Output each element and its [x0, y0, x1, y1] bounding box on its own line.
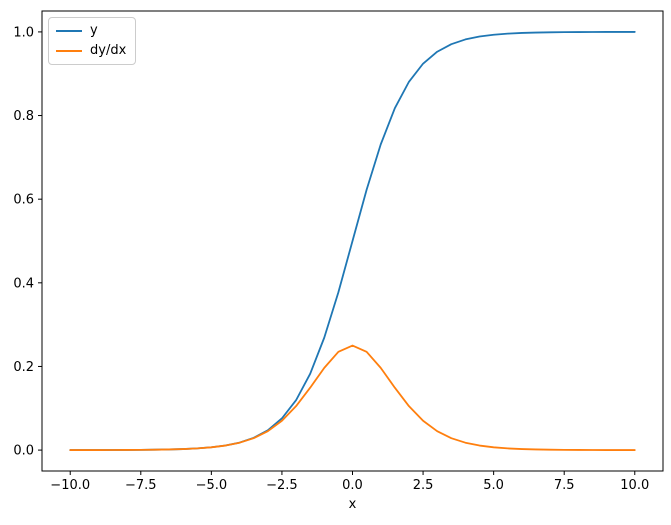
tick-layer: −10.0 −7.5 −5.0 −2.5 0.0 2.5 5.0 7.5 10.0 0.0 0.2 0…: [13, 25, 649, 493]
y-tick-label: 0.8: [13, 109, 34, 124]
legend-label-y: y: [90, 23, 98, 38]
x-tick-label: 0.0: [342, 478, 363, 493]
legend-swatch-dydx: [56, 50, 82, 52]
x-tick-label: 5.0: [483, 478, 504, 493]
x-tick-label: 7.5: [554, 478, 575, 493]
y-tick-label: 0.2: [13, 360, 34, 375]
legend: y dy/dx: [48, 17, 137, 65]
x-tick-label: −2.5: [266, 478, 298, 493]
x-tick-label: 10.0: [620, 478, 649, 493]
series-layer: [69, 31, 636, 451]
legend-swatch-y: [56, 30, 82, 32]
y-tick-label: 1.0: [13, 25, 34, 40]
x-tick-label: −10.0: [50, 478, 90, 493]
x-tick-label: −7.5: [125, 478, 157, 493]
x-axis-label: x: [349, 497, 357, 512]
series-line-dydx: [69, 344, 636, 451]
y-tick-label: 0.4: [13, 276, 34, 291]
y-tick-label: 0.6: [13, 193, 34, 208]
x-tick-label: 2.5: [413, 478, 434, 493]
x-tick-label: −5.0: [196, 478, 228, 493]
legend-item-dydx: dy/dx: [56, 43, 126, 59]
legend-label-dydx: dy/dx: [90, 43, 127, 58]
legend-item-y: y: [56, 23, 126, 39]
y-tick-label: 0.0: [13, 444, 34, 459]
plot-border: [41, 10, 664, 472]
